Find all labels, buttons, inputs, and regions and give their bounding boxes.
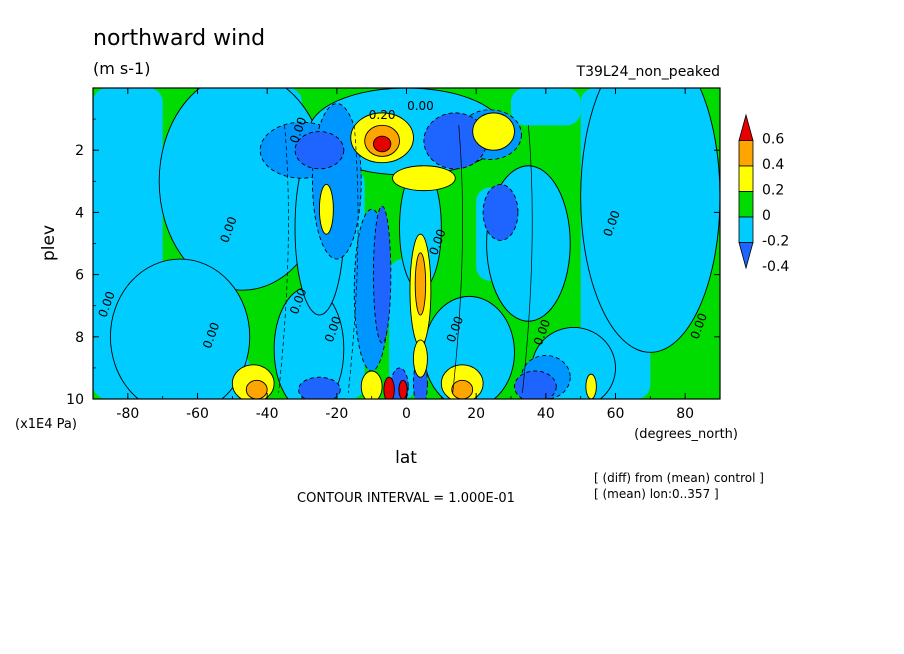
contour-line — [278, 125, 289, 393]
contour-region — [294, 131, 345, 170]
diff-note: [ (diff) from (mean) control ] — [594, 471, 764, 485]
x-tick-label: -80 — [116, 406, 139, 422]
contour-region — [318, 183, 334, 235]
contour-region — [413, 339, 428, 378]
colorbar-label: 0.6 — [762, 132, 784, 148]
colorbar-label: -0.4 — [762, 259, 789, 275]
contour-region — [392, 165, 456, 192]
colorbar-label: 0.4 — [762, 157, 784, 173]
plot-regions — [109, 88, 720, 399]
chart-title: northward wind — [93, 26, 265, 51]
contour-region — [414, 252, 427, 316]
contour-region — [482, 183, 519, 241]
y-tick-label: 6 — [75, 268, 84, 284]
x-axis-label: lat — [395, 448, 417, 468]
contour-region — [472, 112, 515, 151]
plot-area: 0.200.000.000.00 0.000.000.000.000.000.00… — [93, 88, 720, 399]
contour-region — [398, 379, 408, 399]
x-tick-label: 40 — [537, 406, 555, 422]
x-tick-label: 60 — [607, 406, 625, 422]
x-units-label: (degrees_north) — [634, 427, 738, 442]
x-tick-label: -20 — [325, 406, 348, 422]
contour-region — [109, 258, 251, 399]
contour-line — [347, 125, 359, 393]
colorbar-label: 0.2 — [762, 183, 784, 199]
negative-band — [511, 88, 581, 126]
contour-region — [451, 379, 474, 399]
colorbar-arrow-bottom — [738, 242, 754, 270]
colorbar: 0.6 0.4 0.2 0 -0.2 -0.4 — [738, 113, 789, 275]
y-tick-label: 4 — [75, 205, 84, 221]
chart-units: (m s-1) — [93, 59, 150, 78]
contour-line — [522, 125, 533, 393]
contour-region — [372, 135, 392, 153]
contour-region — [585, 373, 597, 399]
contour-region — [383, 376, 395, 399]
colorbar-segment — [738, 191, 754, 218]
contour-label: 0.20 — [369, 108, 396, 122]
colorbar-label: -0.2 — [762, 234, 789, 250]
y-axis: 2 4 6 8 10 — [66, 118, 720, 408]
contour-region — [360, 370, 383, 399]
x-tick-label: 20 — [467, 406, 485, 422]
colorbar-label: 0 — [762, 208, 771, 224]
contour-region — [245, 379, 268, 399]
y-axis-label: plev — [39, 225, 59, 261]
x-axis: -80 -60 -40 -20 0 20 40 60 80 — [92, 88, 721, 422]
y-units-label: (x1E4 Pa) — [15, 417, 77, 432]
y-tick-label: 10 — [66, 392, 84, 408]
colorbar-segment — [738, 140, 754, 167]
colorbar-segment — [738, 165, 754, 192]
experiment-label: T39L24_non_peaked — [576, 64, 720, 80]
colorbar-arrow-top — [738, 113, 754, 141]
x-tick-label: 0 — [402, 406, 411, 422]
contour-region — [514, 370, 557, 399]
x-tick-label: -60 — [186, 406, 209, 422]
contour-region — [298, 376, 341, 399]
contour-interval-label: CONTOUR INTERVAL = 1.000E-01 — [297, 491, 515, 506]
contour-label: 0.00 — [407, 99, 434, 113]
y-tick-label: 8 — [75, 330, 84, 346]
x-tick-label: -40 — [256, 406, 279, 422]
mean-note: [ (mean) lon:0..357 ] — [594, 487, 719, 501]
contour-line — [452, 125, 463, 393]
colorbar-segment — [738, 216, 754, 243]
contour-region — [372, 205, 392, 344]
x-tick-label: 80 — [676, 406, 694, 422]
y-tick-label: 2 — [75, 143, 84, 159]
